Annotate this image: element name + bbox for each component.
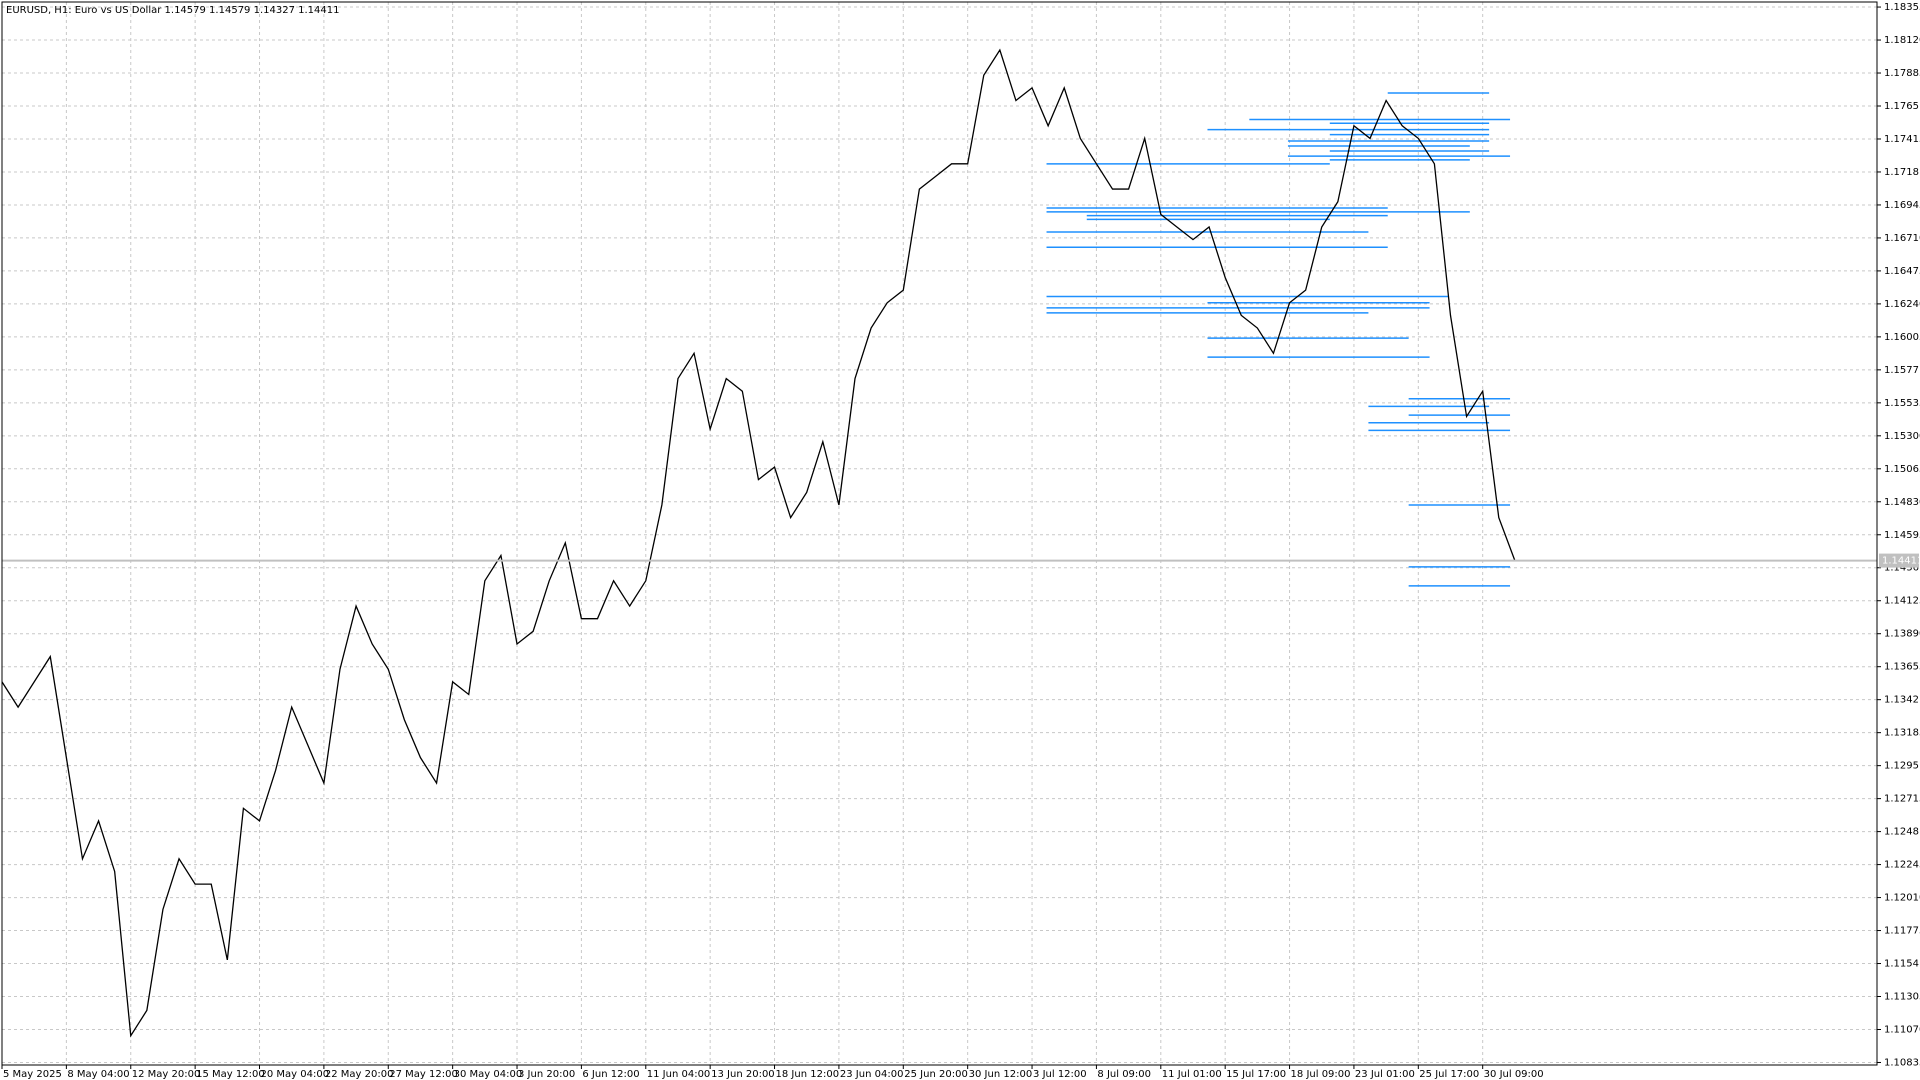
y-tick-label: 1.1718 [1884, 167, 1919, 178]
chart-title: EURUSD, H1: Euro vs US Dollar 1.14579 1.… [6, 5, 339, 16]
x-tick-label: 3 Jun 20:00 [518, 1069, 575, 1080]
x-tick-label: 30 Jun 12:00 [969, 1069, 1033, 1080]
x-tick-label: 25 Jun 20:00 [904, 1069, 968, 1080]
y-tick-label: 1.12715 [1884, 794, 1920, 805]
x-tick-label: 23 Jul 01:00 [1355, 1069, 1415, 1080]
y-tick-label: 1.17415 [1884, 134, 1920, 145]
x-tick-label: 12 May 20:00 [132, 1069, 201, 1080]
x-tick-label: 13 Jun 20:00 [711, 1069, 775, 1080]
y-tick-label: 1.16240 [1884, 299, 1920, 310]
y-tick-label: 1.11775 [1884, 926, 1920, 937]
y-tick-label: 1.14830 [1884, 497, 1920, 508]
price-line [1, 48, 1516, 1038]
y-tick-label: 1.1436 [1884, 563, 1919, 574]
x-tick-label: 3 Jul 12:00 [1033, 1069, 1087, 1080]
x-tick-label: 23 Jun 04:00 [840, 1069, 904, 1080]
y-tick-label: 1.1295 [1884, 761, 1919, 772]
x-tick-label: 15 Jul 17:00 [1226, 1069, 1286, 1080]
grid [1, 2, 1877, 1065]
y-tick-label: 1.11305 [1884, 992, 1920, 1003]
y-tick-label: 1.10835 [1884, 1057, 1920, 1068]
x-tick-label: 8 May 04:00 [67, 1069, 129, 1080]
y-tick-label: 1.1154 [1884, 959, 1919, 970]
y-tick-label: 1.1342 [1884, 695, 1919, 706]
x-tick-label: 20 May 04:00 [261, 1069, 330, 1080]
y-tick-label: 1.18120 [1884, 35, 1920, 46]
x-tick-label: 25 Jul 17:00 [1419, 1069, 1479, 1080]
y-tick-label: 1.13655 [1884, 662, 1920, 673]
x-tick-label: 22 May 20:00 [325, 1069, 394, 1080]
x-tick-label: 6 Jun 12:00 [582, 1069, 639, 1080]
x-tick-label: 30 Jul 09:00 [1484, 1069, 1544, 1080]
y-tick-label: 1.17885 [1884, 68, 1920, 79]
y-tick-label: 1.16945 [1884, 200, 1920, 211]
x-tick-label: 8 Jul 09:00 [1097, 1069, 1151, 1080]
x-tick-label: 5 May 2025 [3, 1069, 62, 1080]
x-tick-label: 18 Jul 09:00 [1291, 1069, 1351, 1080]
y-tick-label: 1.15300 [1884, 431, 1920, 442]
x-tick-label: 30 May 04:00 [454, 1069, 523, 1080]
plot-frame [1, 1, 1878, 1066]
y-tick-label: 1.11070 [1884, 1024, 1920, 1035]
y-tick-label: 1.15535 [1884, 398, 1920, 409]
y-tick-label: 1.12010 [1884, 893, 1920, 904]
current-price-label: 1.14411 [1882, 556, 1920, 567]
y-tick-label: 1.13185 [1884, 728, 1920, 739]
y-tick-label: 1.12245 [1884, 860, 1920, 871]
y-tick-label: 1.1577 [1884, 365, 1919, 376]
y-tick-label: 1.16005 [1884, 332, 1920, 343]
x-tick-label: 18 Jun 12:00 [776, 1069, 840, 1080]
y-tick-label: 1.16475 [1884, 266, 1920, 277]
x-tick-label: 15 May 12:00 [196, 1069, 265, 1080]
x-tick-label: 27 May 12:00 [389, 1069, 458, 1080]
marks [1, 48, 1877, 1038]
x-tick-label: 11 Jun 04:00 [647, 1069, 711, 1080]
y-tick-label: 1.14595 [1884, 530, 1920, 541]
current-price-box [1879, 553, 1919, 568]
y-tick-label: 1.14125 [1884, 596, 1920, 607]
y-tick-label: 1.16710 [1884, 233, 1920, 244]
y-tick-label: 1.13890 [1884, 629, 1920, 640]
y-tick-label: 1.15065 [1884, 464, 1920, 475]
y-tick-label: 1.1248 [1884, 827, 1919, 838]
y-tick-label: 1.1765 [1884, 101, 1919, 112]
x-tick-label: 11 Jul 01:00 [1162, 1069, 1222, 1080]
